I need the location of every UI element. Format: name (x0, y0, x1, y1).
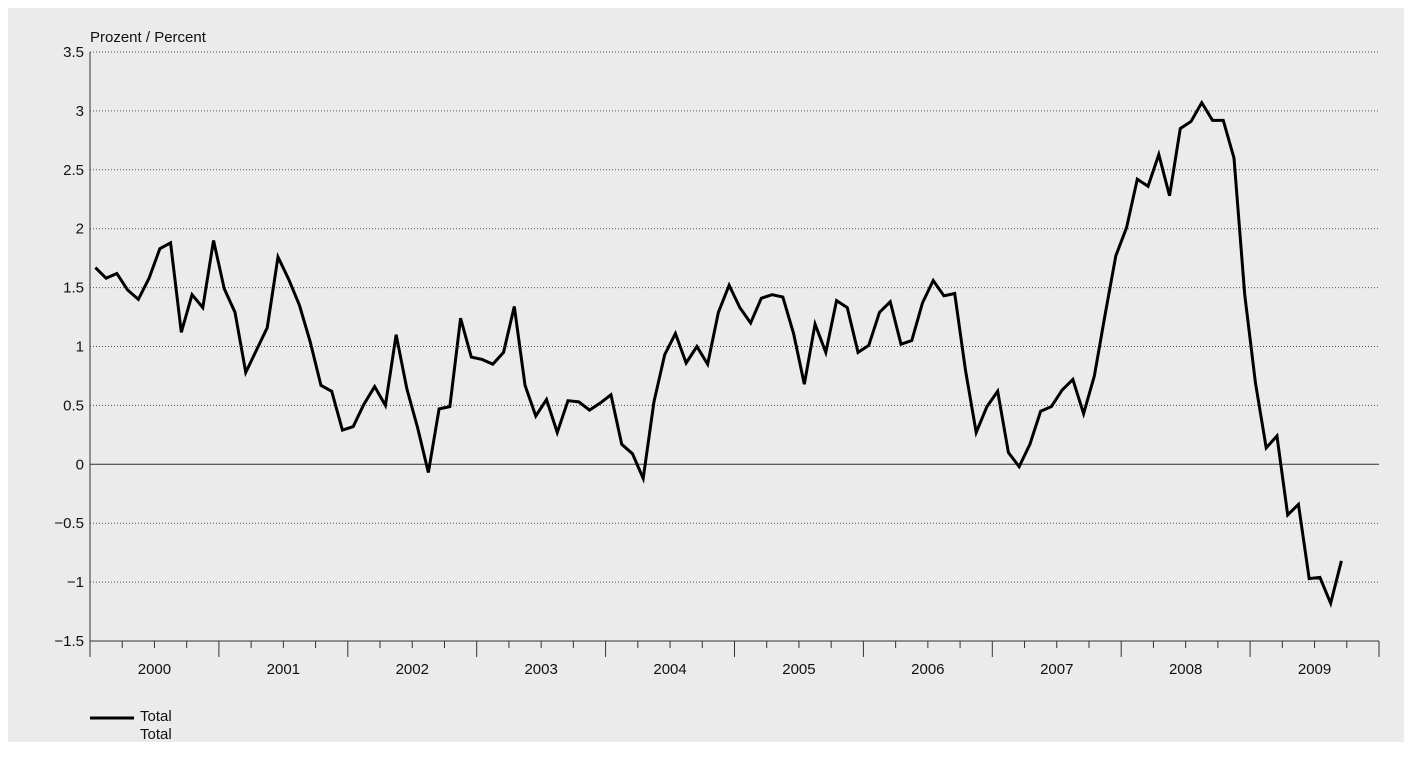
y-tick-label: 3 (76, 103, 84, 120)
x-tick-label: 2000 (138, 661, 171, 678)
y-tick-label: 0.5 (63, 397, 84, 414)
x-tick-label: 2004 (653, 661, 686, 678)
gridlines (90, 51, 1379, 583)
series-layer (94, 99, 1343, 609)
y-tick-label: 2.5 (63, 162, 84, 179)
y-tick-label: 1.5 (63, 280, 84, 297)
series-line-total (94, 99, 1343, 609)
y-tick-label: 0 (76, 456, 84, 473)
x-tick-label: 2003 (524, 661, 557, 678)
y-tick-label: −1.5 (54, 633, 84, 650)
x-tick-label: 2005 (782, 661, 815, 678)
y-tick-label: 2 (76, 221, 84, 238)
chart-panel (8, 8, 1404, 742)
y-axis: 3.5 3 2.5 2 1.5 1 0.5 0 −0.5 −1 −1.5 (54, 44, 91, 650)
y-tick-label: 3.5 (63, 44, 84, 61)
x-tick-label: 2007 (1040, 661, 1073, 678)
y-unit-label: Prozent / Percent (90, 29, 207, 46)
x-tick-label: 2009 (1298, 661, 1331, 678)
legend: Total Total (90, 708, 172, 743)
x-tick-label: 2001 (267, 661, 300, 678)
x-tick-label: 2008 (1169, 661, 1202, 678)
x-tick-label: 2006 (911, 661, 944, 678)
x-tick-label: 2002 (396, 661, 429, 678)
x-axis: 2000 2001 2002 2003 2004 2005 2006 2007 2008 2009 (89, 640, 1380, 678)
y-tick-label: −0.5 (54, 515, 84, 532)
legend-label-total: Total (140, 708, 172, 725)
y-tick-label: −1 (67, 574, 84, 591)
legend-label-total-en: Total (140, 726, 172, 743)
y-tick-label: 1 (76, 339, 84, 356)
